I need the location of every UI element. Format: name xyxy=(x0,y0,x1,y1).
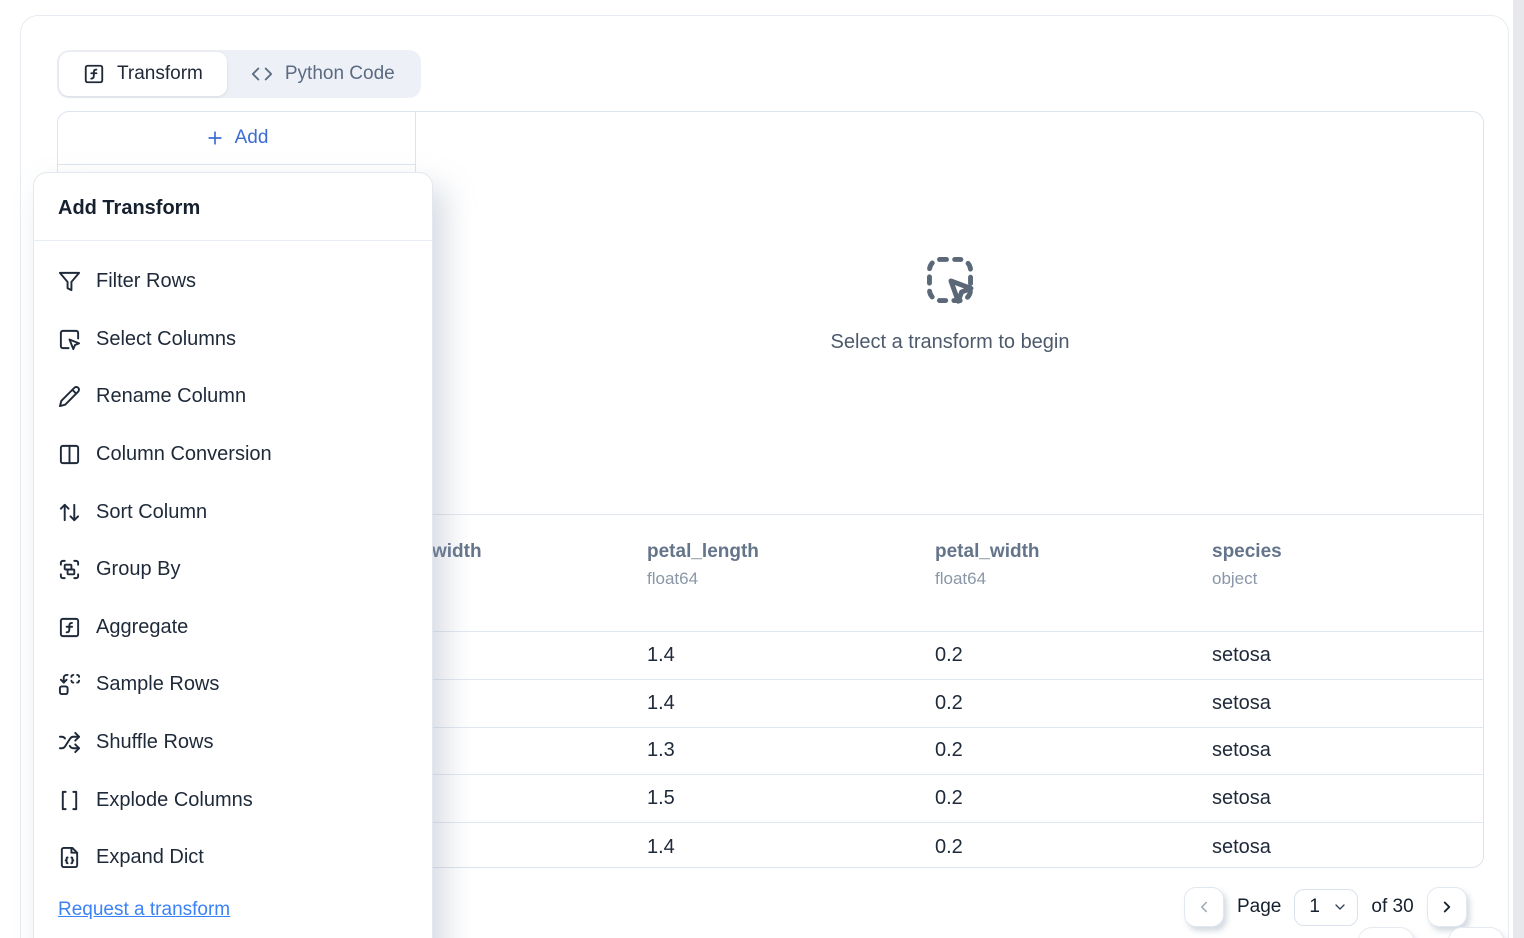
page-total-label: of 30 xyxy=(1371,896,1414,917)
table-cell: setosa xyxy=(1212,835,1271,858)
table-cell: 1.4 xyxy=(647,691,675,714)
column-dtype: object xyxy=(1212,569,1258,588)
cutoff-button-1[interactable] xyxy=(1358,927,1414,938)
code-icon xyxy=(251,63,273,85)
select-columns-icon xyxy=(58,328,81,351)
add-transform-menu: Add Transform Filter Rows Select Columns R… xyxy=(33,172,433,938)
table-row[interactable]: 1.4 0.2 setosa xyxy=(417,823,1483,871)
page-select[interactable]: 1 xyxy=(1294,888,1359,926)
add-transform-button[interactable]: Add xyxy=(58,112,415,165)
empty-state: Select a transform to begin xyxy=(417,252,1483,354)
cutoff-button-2[interactable] xyxy=(1448,927,1504,938)
table-cell: setosa xyxy=(1212,739,1271,762)
menu-item-shuffle-rows[interactable]: Shuffle Rows xyxy=(34,714,432,772)
request-transform-link[interactable]: Request a transform xyxy=(58,898,231,920)
table-cell: 1.5 xyxy=(647,787,675,810)
pencil-icon xyxy=(58,385,81,408)
select-cursor-icon xyxy=(922,252,978,308)
menu-item-label: Filter Rows xyxy=(96,270,197,293)
replace-icon xyxy=(58,673,81,696)
table-cell: 1.4 xyxy=(647,835,675,858)
chevron-right-icon xyxy=(1438,898,1456,916)
column-label: species xyxy=(1212,541,1282,562)
table-cell: 1.3 xyxy=(647,739,675,762)
chevron-left-icon xyxy=(1195,898,1213,916)
table-cell: setosa xyxy=(1212,643,1271,666)
tab-transform[interactable]: Transform xyxy=(59,52,227,96)
filter-icon xyxy=(58,270,81,293)
table-cell: 0.2 xyxy=(935,643,963,666)
transform-detail-area: Select a transform to begin width petal_l… xyxy=(417,112,1483,867)
page-edge-shadow xyxy=(1513,0,1524,938)
menu-item-select-columns[interactable]: Select Columns xyxy=(34,311,432,369)
menu-item-label: Select Columns xyxy=(96,327,237,350)
column-header-width: width xyxy=(417,541,647,631)
table-cell: 0.2 xyxy=(935,787,963,810)
menu-item-aggregate[interactable]: Aggregate xyxy=(34,599,432,657)
pagination: Page 1 of 30 xyxy=(1184,887,1467,927)
tab-transform-label: Transform xyxy=(117,63,203,84)
menu-item-explode-columns[interactable]: Explode Columns xyxy=(34,771,432,829)
page-select-value: 1 xyxy=(1309,896,1320,917)
menu-item-sample-rows[interactable]: Sample Rows xyxy=(34,656,432,714)
menu-item-group-by[interactable]: Group By xyxy=(34,541,432,599)
menu-item-label: Shuffle Rows xyxy=(96,731,214,754)
chevron-down-icon xyxy=(1332,899,1348,915)
table-cell: setosa xyxy=(1212,787,1271,810)
table-row[interactable]: 1.5 0.2 setosa xyxy=(417,775,1483,824)
menu-item-label: Explode Columns xyxy=(96,788,253,811)
page-label: Page xyxy=(1237,896,1282,917)
menu-item-column-conversion[interactable]: Column Conversion xyxy=(34,426,432,484)
brackets-icon xyxy=(58,789,81,812)
tab-python-code[interactable]: Python Code xyxy=(227,52,419,96)
menu-item-label: Sample Rows xyxy=(96,673,220,696)
menu-item-label: Column Conversion xyxy=(96,443,272,466)
column-header-petal-length: petal_length float64 xyxy=(647,541,935,631)
table-row[interactable]: 1.3 0.2 setosa xyxy=(417,728,1483,776)
column-dtype: float64 xyxy=(647,569,699,588)
column-header-petal-width: petal_width float64 xyxy=(935,541,1209,631)
column-label: petal_width xyxy=(935,541,1040,562)
group-icon xyxy=(58,558,81,581)
table-row[interactable]: 1.4 0.2 setosa xyxy=(417,632,1483,680)
table-cell: 0.2 xyxy=(935,691,963,714)
menu-item-label: Aggregate xyxy=(96,615,189,638)
menu-item-rename-column[interactable]: Rename Column xyxy=(34,368,432,426)
menu-title: Add Transform xyxy=(34,173,432,241)
empty-state-message: Select a transform to begin xyxy=(830,331,1070,353)
column-header-species: species object xyxy=(1209,541,1483,631)
menu-items: Filter Rows Select Columns Rename Column Co… xyxy=(34,241,432,887)
menu-item-label: Rename Column xyxy=(96,385,247,408)
column-label: petal_length xyxy=(647,541,759,562)
view-tabs: Transform Python Code xyxy=(57,50,421,98)
table-cell: 0.2 xyxy=(935,835,963,858)
column-dtype: float64 xyxy=(935,569,987,588)
column-label: width xyxy=(432,541,482,562)
table-cell: 1.4 xyxy=(647,643,675,666)
arrow-up-down-icon xyxy=(58,501,81,524)
table-cell: 0.2 xyxy=(935,739,963,762)
function-square-icon xyxy=(83,63,105,85)
table-cell: setosa xyxy=(1212,691,1271,714)
function-square-icon xyxy=(58,616,81,639)
menu-item-label: Group By xyxy=(96,558,181,581)
menu-item-label: Sort Column xyxy=(96,500,208,523)
add-button-label: Add xyxy=(234,127,269,148)
table-body: 1.4 0.2 setosa 1.4 0.2 setosa 1.3 0.2 setosa 1.5 0… xyxy=(417,632,1483,871)
prev-page-button[interactable] xyxy=(1184,887,1224,927)
plus-icon xyxy=(205,128,225,148)
menu-item-expand-dict[interactable]: Expand Dict xyxy=(34,829,432,887)
table-row[interactable]: 1.4 0.2 setosa xyxy=(417,680,1483,728)
file-json-icon xyxy=(58,846,81,869)
menu-item-filter-rows[interactable]: Filter Rows xyxy=(34,253,432,311)
columns-icon xyxy=(58,443,81,466)
shuffle-icon xyxy=(58,731,81,754)
menu-item-label: Expand Dict xyxy=(96,846,204,869)
next-page-button[interactable] xyxy=(1426,887,1467,927)
tab-python-code-label: Python Code xyxy=(284,63,395,84)
menu-item-sort-column[interactable]: Sort Column xyxy=(34,483,432,541)
